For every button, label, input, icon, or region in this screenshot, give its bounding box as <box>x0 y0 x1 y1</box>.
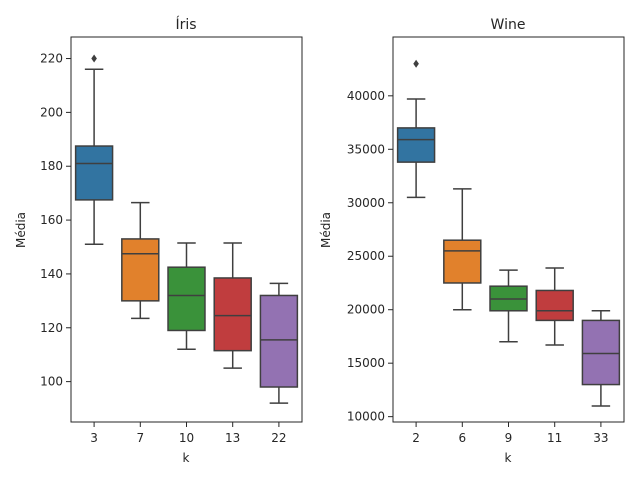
wine-chart: Wine k Média 10000 15000 20000 25000 30000 35… <box>319 17 625 465</box>
wine-y-tick-label: 40000 <box>347 89 385 103</box>
wine-chart-title: Wine <box>491 17 526 33</box>
iris-y-axis-label: Média <box>14 212 28 248</box>
iris-box <box>74 145 114 201</box>
wine-x-tick-label: 9 <box>505 431 513 445</box>
wine-outlier-point <box>413 59 419 68</box>
iris-x-tick-label: 22 <box>271 431 286 445</box>
iris-chart: Íris k Média 100 120 140 160 180 200 220 3 7 10 13… <box>14 16 303 465</box>
iris-x-tick-label: 13 <box>225 431 240 445</box>
iris-y-tick-label: 100 <box>40 375 63 389</box>
wine-y-tick-label: 35000 <box>347 142 385 156</box>
wine-box <box>396 127 436 163</box>
iris-y-tick-label: 120 <box>40 321 63 335</box>
iris-marks: 100 120 140 160 180 200 220 3 7 10 13 22 <box>40 52 299 445</box>
iris-x-tick-label: 7 <box>136 431 144 445</box>
iris-outlier-point <box>91 54 97 63</box>
iris-y-tick-label: 220 <box>40 52 63 66</box>
iris-y-tick-label: 160 <box>40 213 63 227</box>
iris-plot-frame <box>70 36 303 423</box>
iris-box <box>213 277 252 352</box>
iris-y-tick-label: 140 <box>40 267 63 281</box>
wine-x-tick-label: 6 <box>458 431 466 445</box>
wine-y-tick-label: 25000 <box>347 249 385 263</box>
wine-y-tick-label: 10000 <box>347 410 385 424</box>
wine-plot-frame <box>392 36 625 423</box>
wine-marks: 10000 15000 20000 25000 30000 35000 40000 2 6 9 11… <box>347 59 621 445</box>
wine-box <box>581 319 621 386</box>
wine-y-tick-label: 30000 <box>347 196 385 210</box>
iris-y-tick-label: 200 <box>40 105 63 119</box>
wine-y-axis-label: Média <box>319 212 333 248</box>
wine-x-tick-label: 11 <box>547 431 562 445</box>
iris-x-tick-label: 3 <box>90 431 98 445</box>
wine-y-tick-label: 15000 <box>347 356 385 370</box>
iris-chart-title: Íris <box>175 16 196 33</box>
iris-x-tick-label: 10 <box>179 431 194 445</box>
wine-x-axis-label: k <box>505 451 512 465</box>
iris-box <box>167 266 206 332</box>
wine-x-tick-label: 2 <box>412 431 420 445</box>
wine-box <box>443 239 482 284</box>
iris-x-axis-label: k <box>183 451 190 465</box>
wine-box <box>535 289 574 322</box>
iris-y-tick-label: 180 <box>40 159 63 173</box>
iris-box <box>259 294 299 388</box>
wine-y-tick-label: 20000 <box>347 303 385 317</box>
wine-x-tick-label: 33 <box>593 431 608 445</box>
iris-box <box>121 238 160 302</box>
